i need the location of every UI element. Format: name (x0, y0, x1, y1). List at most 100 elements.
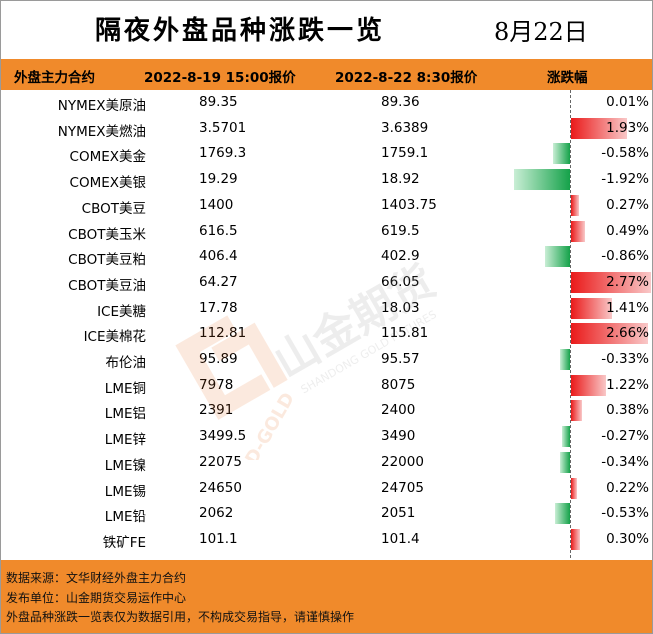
price-0819: 616.5 (199, 222, 238, 239)
contract-name: LME铅 (104, 509, 146, 526)
zero-axis (570, 90, 571, 558)
price-0819: 95.89 (199, 351, 238, 367)
change-percent: -0.27% (601, 428, 649, 445)
change-percent: 0.38% (606, 402, 649, 419)
price-0819: 1400 (199, 196, 234, 213)
price-0822: 18.03 (381, 299, 420, 316)
contract-name: CBOT美玉米 (68, 226, 146, 243)
change-bar-positive (571, 117, 627, 139)
price-0822: 2400 (381, 402, 416, 419)
change-percent: 0.27% (606, 196, 649, 213)
title-bar: 隔夜外盘品种涨跌一览 8月22日 (0, 0, 653, 58)
change-bar-negative (514, 169, 570, 191)
change-percent: 2.66% (606, 325, 649, 342)
contract-name: ICE美棉花 (83, 329, 146, 346)
change-percent: -1.92% (601, 171, 649, 188)
change-percent: -0.34% (601, 453, 649, 470)
price-0822: 1759.1 (381, 145, 429, 162)
table-row: LME锌 3499.5 3490 -0.27% (0, 424, 653, 450)
change-bar-positive (571, 220, 586, 242)
price-0819: 22075 (199, 453, 242, 470)
price-0822: 402.9 (381, 248, 420, 265)
header-change: 涨跌幅 (547, 70, 588, 86)
contract-name: COMEX美银 (69, 175, 146, 192)
contract-name: LME锡 (104, 483, 146, 500)
table-row: LME铝 2391 2400 0.38% (0, 398, 653, 424)
change-bar-negative (554, 503, 570, 525)
contract-name: CBOT美豆粕 (68, 252, 146, 269)
table-row: LME铅 2062 2051 -0.53% (0, 501, 653, 527)
price-0822: 619.5 (381, 222, 420, 239)
contract-name: LME镍 (104, 457, 146, 474)
change-bar-negative (562, 426, 570, 448)
footer: 数据来源：文华财经外盘主力合约 发布单位：山金期货交易运作中心 外盘品种涨跌一览… (1, 560, 652, 633)
table-row: ICE美糖 17.78 18.03 1.41% (0, 296, 653, 322)
price-0819: 24650 (199, 479, 242, 496)
price-0819: 112.81 (199, 325, 247, 342)
price-0822: 101.4 (381, 530, 420, 547)
table-row: CBOT美玉米 616.5 619.5 0.49% (0, 219, 653, 245)
price-0822: 3.6389 (381, 119, 429, 136)
change-bar-positive (571, 323, 649, 345)
contract-name: 铁矿FE (102, 534, 146, 551)
change-percent: 0.49% (606, 222, 649, 239)
change-percent: -0.86% (601, 248, 649, 265)
table-row: CBOT美豆 1400 1403.75 0.27% (0, 193, 653, 219)
change-percent: 0.22% (606, 479, 649, 496)
footer-disclaimer: 外盘品种涨跌一览表仅为数据引用，不构成交易指导，请谨慎操作 (6, 610, 355, 624)
table-row: 布伦油 95.89 95.57 -0.33% (0, 347, 653, 373)
contract-name: LME铜 (104, 380, 146, 397)
change-bar-positive (571, 400, 583, 422)
table-row: NYMEX美原油 89.35 89.36 0.01% (0, 90, 653, 116)
header-price1: 2022-8-19 15:00报价 (144, 70, 296, 86)
table-row: NYMEX美燃油 3.5701 3.6389 1.93% (0, 116, 653, 142)
contract-name: NYMEX美原油 (57, 98, 146, 114)
change-percent: -0.53% (601, 505, 649, 522)
price-0819: 406.4 (199, 248, 238, 265)
change-percent: 1.93% (606, 119, 649, 136)
contract-name: CBOT美豆 (81, 200, 146, 217)
contract-name: COMEX美金 (69, 149, 146, 166)
table-row: LME铜 7978 8075 1.22% (0, 373, 653, 399)
footer-source: 数据来源：文华财经外盘主力合约 (6, 571, 187, 585)
price-0822: 22000 (381, 453, 424, 470)
table-row: CBOT美豆粕 406.4 402.9 -0.86% (0, 244, 653, 270)
table-row: COMEX美银 19.29 18.92 -1.92% (0, 167, 653, 193)
footer-publisher: 发布单位：山金期货交易运作中心 (6, 591, 187, 605)
price-0819: 19.29 (199, 171, 238, 188)
change-bar-negative (560, 451, 570, 473)
price-0819: 3.5701 (199, 119, 247, 136)
change-bar-positive (571, 194, 579, 216)
table-row: COMEX美金 1769.3 1759.1 -0.58% (0, 141, 653, 167)
price-0822: 1403.75 (381, 196, 437, 213)
table-row: LME锡 24650 24705 0.22% (0, 476, 653, 502)
change-percent: -0.33% (601, 351, 649, 367)
contract-name: LME铝 (104, 406, 146, 423)
price-0819: 64.27 (199, 273, 238, 290)
change-bar-positive (571, 528, 580, 550)
contract-name: LME锌 (104, 432, 146, 449)
price-0819: 2062 (199, 505, 234, 522)
price-0822: 89.36 (381, 94, 420, 110)
price-0822: 18.92 (381, 171, 420, 188)
change-percent: 0.01% (606, 94, 649, 110)
change-percent: 0.30% (606, 530, 649, 547)
change-bar-positive (571, 477, 578, 499)
header-name: 外盘主力合约 (14, 70, 95, 86)
header-price2: 2022-8-22 8:30报价 (335, 70, 478, 86)
change-bar-negative (560, 349, 570, 370)
table-row: ICE美棉花 112.81 115.81 2.66% (0, 321, 653, 347)
table-header: 外盘主力合约 2022-8-19 15:00报价 2022-8-22 8:30报… (1, 59, 652, 90)
report-date: 8月22日 (494, 18, 588, 46)
price-0822: 8075 (381, 376, 416, 393)
table-row: CBOT美豆油 64.27 66.05 2.77% (0, 270, 653, 296)
price-0822: 66.05 (381, 273, 420, 290)
price-0819: 17.78 (199, 299, 238, 316)
price-0822: 115.81 (381, 325, 429, 342)
contract-name: CBOT美豆油 (68, 277, 146, 294)
change-bar-positive (571, 271, 652, 293)
price-0819: 2391 (199, 402, 234, 419)
price-0819: 101.1 (199, 530, 238, 547)
price-0819: 3499.5 (199, 428, 247, 445)
price-0822: 3490 (381, 428, 416, 445)
